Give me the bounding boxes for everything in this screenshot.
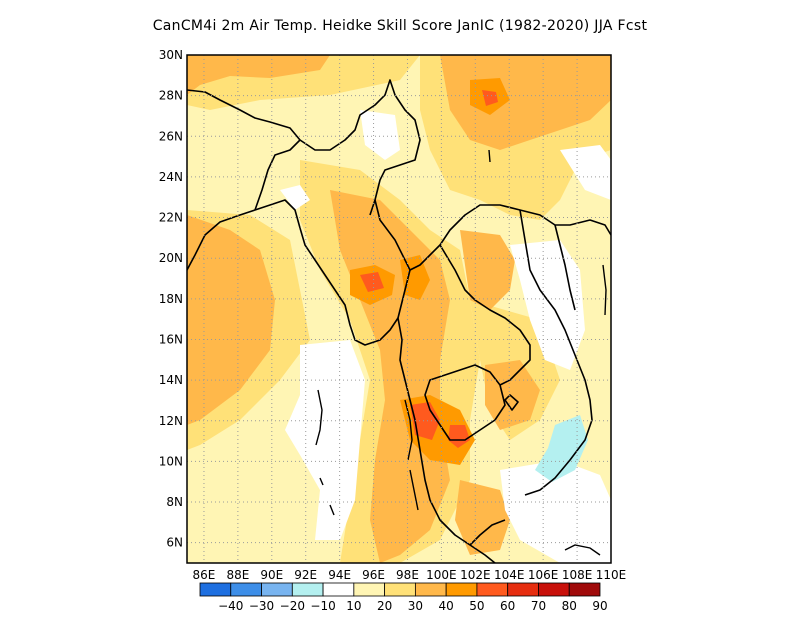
lat-label: 16N	[159, 332, 183, 346]
colorbar-label: −20	[280, 599, 305, 613]
colorbar-label: 20	[377, 599, 392, 613]
colorbar-swatch	[291, 582, 324, 597]
lat-label: 10N	[159, 454, 183, 468]
country-borders	[187, 79, 611, 563]
colorbar-swatch	[230, 582, 262, 597]
lat-label: 6N	[166, 536, 183, 550]
lon-label: 94E	[328, 568, 351, 582]
plot-frame	[186, 54, 612, 564]
colorbar	[199, 582, 601, 597]
lon-label: 96E	[362, 568, 385, 582]
lat-label: 20N	[159, 251, 183, 265]
longitude-labels: 86E 88E 90E 92E 94E 96E 98E 100E 102E 104E 106E 108…	[193, 568, 627, 582]
colorbar-label: 90	[592, 599, 607, 613]
lon-label: 98E	[396, 568, 419, 582]
lat-label: 14N	[159, 373, 183, 387]
islands	[315, 149, 607, 556]
colorbar-swatch	[199, 582, 232, 597]
colorbar-swatch	[568, 582, 601, 597]
lat-label: 8N	[166, 495, 183, 509]
lon-label: 110E	[596, 568, 627, 582]
colorbar-swatch	[507, 582, 539, 597]
colorbar-swatch	[353, 582, 386, 597]
lat-label: 24N	[159, 170, 183, 184]
lat-label: 18N	[159, 292, 183, 306]
lat-label: 28N	[159, 89, 183, 103]
colorbar-label: 10	[346, 599, 361, 613]
colorbar-label: 50	[469, 599, 484, 613]
lat-label: 22N	[159, 211, 183, 225]
colorbar-labels: −40 −30 −20 −10 10 20 30 40 50 60 70 80 90	[218, 599, 608, 613]
colorbar-label: 70	[531, 599, 546, 613]
colorbar-label: 80	[562, 599, 577, 613]
colorbar-swatch	[445, 582, 478, 597]
lon-label: 104E	[494, 568, 525, 582]
colorbar-label: 40	[439, 599, 454, 613]
lon-label: 108E	[562, 568, 593, 582]
map-title: CanCM4i 2m Air Temp. Heidke Skill Score …	[152, 18, 648, 34]
colorbar-label: 30	[408, 599, 423, 613]
lon-label: 92E	[294, 568, 317, 582]
lon-label: 90E	[260, 568, 283, 582]
lon-label: 100E	[426, 568, 457, 582]
lat-label: 26N	[159, 129, 183, 143]
colorbar-swatch	[538, 582, 570, 597]
lat-label: 12N	[159, 414, 183, 428]
colorbar-label: −40	[218, 599, 243, 613]
score-field	[187, 55, 611, 563]
colorbar-swatch	[414, 582, 447, 597]
lat-label: 30N	[159, 48, 183, 62]
lon-label: 102E	[460, 568, 491, 582]
colorbar-label: 60	[500, 599, 515, 613]
lon-label: 106E	[528, 568, 559, 582]
colorbar-swatch	[384, 582, 416, 597]
colorbar-label: −10	[310, 599, 335, 613]
latitude-labels: 30N 28N 26N 24N 22N 20N 18N 16N 14N 12N 10N 8N 6N	[159, 48, 183, 550]
colorbar-swatch	[476, 582, 509, 597]
colorbar-label: −30	[249, 599, 274, 613]
colorbar-swatch	[261, 582, 293, 597]
lon-label: 88E	[226, 568, 249, 582]
lon-label: 86E	[193, 568, 216, 582]
colorbar-swatch	[322, 582, 355, 597]
